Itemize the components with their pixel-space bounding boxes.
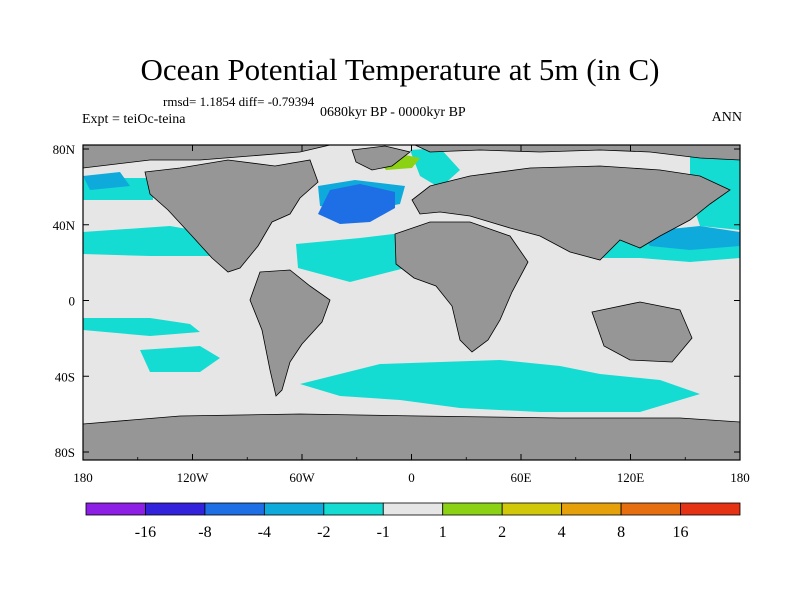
y-tick-label: 80N bbox=[53, 142, 76, 157]
y-axis: 80N 40N 0 40S 80S bbox=[53, 142, 740, 460]
colorbar-labels: -16 -8 -4 -2 -1 1 2 4 8 16 bbox=[135, 524, 689, 541]
south-america bbox=[249, 269, 331, 397]
y-tick-label: 0 bbox=[69, 294, 76, 309]
colorbar-swatch bbox=[382, 502, 444, 516]
x-tick-label: 60W bbox=[289, 470, 315, 485]
land-masses bbox=[83, 145, 740, 460]
y-tick-label: 80S bbox=[55, 445, 75, 460]
colorbar bbox=[85, 502, 741, 516]
colorbar-label: -2 bbox=[317, 524, 330, 541]
anomaly-region bbox=[410, 148, 460, 188]
colorbar-swatch bbox=[501, 502, 563, 516]
strong-cool-region bbox=[318, 184, 395, 224]
colorbar-label: -16 bbox=[135, 524, 156, 541]
x-tick-label: 180 bbox=[730, 470, 750, 485]
map-panel bbox=[83, 145, 740, 460]
colorbar-label: 2 bbox=[498, 524, 506, 541]
colorbar-swatch bbox=[85, 502, 146, 516]
x-tick-label: 180 bbox=[73, 470, 93, 485]
eurasia bbox=[411, 165, 731, 261]
colorbar-label: -1 bbox=[377, 524, 390, 541]
arctic-coast bbox=[83, 145, 740, 169]
colorbar-label: 1 bbox=[439, 524, 447, 541]
stats-text: rmsd= 1.1854 diff= -0.79394 bbox=[163, 94, 315, 109]
africa bbox=[394, 221, 529, 353]
anomaly-region bbox=[300, 360, 700, 412]
anomaly-region bbox=[83, 172, 130, 190]
colorbar-label: 8 bbox=[617, 524, 625, 541]
antarctica bbox=[83, 413, 740, 460]
anomaly-region bbox=[83, 318, 200, 336]
australia bbox=[591, 301, 693, 363]
anomaly-region bbox=[140, 346, 220, 372]
colorbar-swatch bbox=[620, 502, 681, 516]
colorbar-swatch bbox=[561, 502, 622, 516]
colorbar-swatch bbox=[323, 502, 384, 516]
colorbar-label: 4 bbox=[558, 524, 566, 541]
colorbar-label: -4 bbox=[258, 524, 271, 541]
x-tick-label: 0 bbox=[408, 470, 415, 485]
colorbar-swatch bbox=[204, 502, 265, 516]
y-tick-label: 40N bbox=[53, 218, 76, 233]
y-tick-label: 40S bbox=[55, 369, 75, 384]
season-label: ANN bbox=[711, 110, 742, 125]
x-tick-label: 60E bbox=[511, 470, 532, 485]
period-label: 0680kyr BP - 0000kyr BP bbox=[320, 105, 466, 120]
colorbar-swatch bbox=[680, 502, 741, 516]
north-america bbox=[144, 159, 319, 273]
colorbar-label: -8 bbox=[198, 524, 211, 541]
experiment-label: Expt = teiOc-teina bbox=[82, 112, 186, 127]
x-tick-label: 120W bbox=[177, 470, 210, 485]
map-title: Ocean Potential Temperature at 5m (in C) bbox=[140, 52, 660, 87]
colorbar-label: 16 bbox=[673, 524, 689, 541]
x-tick-label: 120E bbox=[617, 470, 645, 485]
anomaly-region bbox=[296, 232, 410, 282]
colorbar-swatch bbox=[145, 502, 206, 516]
greenland bbox=[351, 145, 411, 171]
colorbar-swatch bbox=[442, 502, 503, 516]
x-axis: 180 120W 60W 0 60E 120E 180 bbox=[73, 145, 750, 485]
colorbar-swatch bbox=[263, 502, 325, 516]
